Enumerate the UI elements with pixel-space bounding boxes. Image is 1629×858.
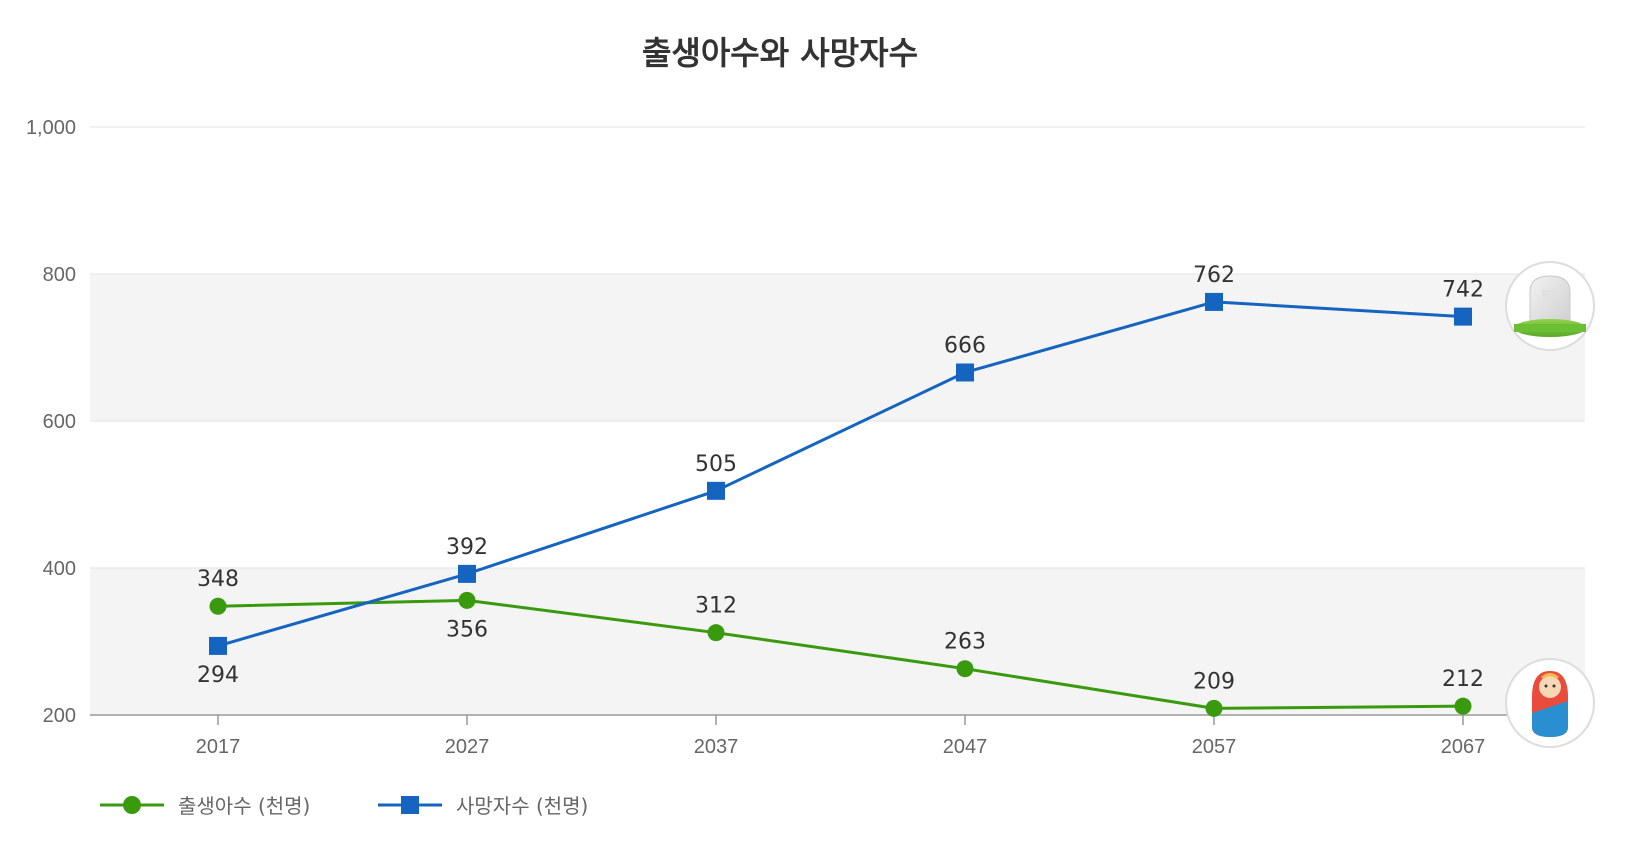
legend: 출생아수 (천명) 사망자수 (천명)	[100, 794, 588, 818]
data-point	[707, 624, 725, 642]
x-axis: 2017 2027 2037 2047 2057 2067	[90, 714, 1585, 758]
grid-lines	[90, 126, 1585, 569]
plot-band	[90, 568, 1585, 715]
series-line-1	[217, 300, 1464, 648]
y-tick-label: 400	[43, 558, 76, 580]
plot-band	[90, 274, 1585, 421]
x-tick-label: 2017	[196, 736, 241, 758]
x-tick-label: 2067	[1441, 736, 1486, 758]
x-tick-label: 2027	[445, 736, 490, 758]
data-label: 209	[1193, 669, 1235, 694]
data-label: 294	[197, 663, 239, 688]
y-tick-label: 200	[43, 705, 76, 727]
x-tick-label: 2037	[694, 736, 739, 758]
x-tick-label: 2047	[943, 736, 988, 758]
x-tick-label: 2057	[1192, 736, 1237, 758]
data-label: 356	[446, 617, 488, 642]
data-label: 762	[1193, 263, 1235, 288]
data-point	[956, 660, 974, 678]
data-label: 742	[1442, 278, 1484, 303]
tombstone-icon	[1505, 261, 1595, 351]
data-point	[458, 564, 476, 583]
plot-bands	[90, 274, 1585, 715]
data-label: 263	[944, 630, 986, 655]
legend-marker	[401, 796, 419, 814]
y-tick-label: 800	[43, 264, 76, 286]
data-label: 212	[1442, 667, 1484, 692]
legend-item[interactable]: 사망자수 (천명)	[378, 794, 588, 818]
data-label: 348	[197, 567, 239, 592]
data-label: 392	[446, 535, 488, 560]
data-labels: 348 356 312 263 209 212 294 392 505 666 762 742	[197, 263, 1484, 694]
y-tick-label: 1,000	[26, 117, 76, 139]
data-point	[209, 636, 227, 655]
baby-icon	[1505, 658, 1595, 748]
data-label: 505	[695, 452, 737, 477]
data-label: 666	[944, 333, 986, 358]
series-layer	[209, 292, 1472, 717]
chart-title: 출생아수와 사망자수	[642, 34, 918, 72]
legend-label: 출생아수 (천명)	[178, 794, 310, 818]
data-point	[1205, 699, 1223, 717]
legend-label: 사망자수 (천명)	[456, 794, 588, 818]
y-tick-label: 600	[43, 411, 76, 433]
legend-marker	[123, 796, 141, 814]
data-point	[956, 363, 974, 382]
data-point	[707, 481, 725, 500]
data-point	[209, 597, 227, 615]
data-point	[1454, 307, 1472, 326]
legend-item[interactable]: 출생아수 (천명)	[100, 794, 310, 818]
series-line-0	[217, 598, 1464, 710]
data-point	[1454, 697, 1472, 715]
data-point	[458, 591, 476, 609]
y-axis-ticks: 200 400 600 800 1,000	[26, 117, 76, 727]
data-label: 312	[695, 594, 737, 619]
data-point	[1205, 292, 1223, 311]
